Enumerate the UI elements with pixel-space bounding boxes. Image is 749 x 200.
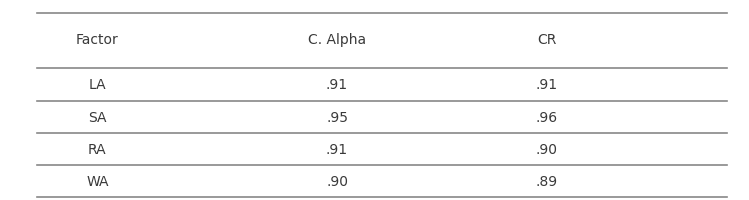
Text: SA: SA [88, 110, 106, 124]
Text: .90: .90 [326, 174, 348, 188]
Text: Factor: Factor [76, 33, 119, 47]
Text: LA: LA [88, 78, 106, 92]
Text: WA: WA [86, 174, 109, 188]
Text: .95: .95 [326, 110, 348, 124]
Text: CR: CR [537, 33, 557, 47]
Text: .91: .91 [326, 78, 348, 92]
Text: .90: .90 [536, 142, 558, 156]
Text: .89: .89 [536, 174, 558, 188]
Text: .91: .91 [536, 78, 558, 92]
Text: C. Alpha: C. Alpha [308, 33, 366, 47]
Text: .96: .96 [536, 110, 558, 124]
Text: .91: .91 [326, 142, 348, 156]
Text: RA: RA [88, 142, 106, 156]
